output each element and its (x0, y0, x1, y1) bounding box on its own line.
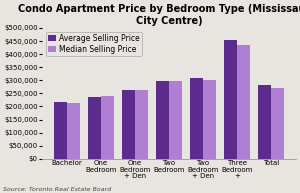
Legend: Average Selling Price, Median Selling Price: Average Selling Price, Median Selling Pr… (46, 32, 142, 56)
Bar (156, 81, 169, 159)
Text: Source: Toronto Real Estate Board: Source: Toronto Real Estate Board (3, 187, 111, 192)
Bar (169, 81, 182, 159)
Bar (135, 90, 148, 159)
Bar (258, 85, 271, 159)
Title: Condo Apartment Price by Bedroom Type (Mississauga
City Centre): Condo Apartment Price by Bedroom Type (M… (19, 4, 300, 26)
Bar (122, 90, 135, 159)
Bar (237, 45, 250, 159)
Bar (224, 40, 237, 159)
Bar (190, 78, 203, 159)
Bar (88, 97, 101, 159)
Bar (54, 102, 67, 159)
Bar (203, 80, 216, 159)
Bar (67, 102, 80, 159)
Bar (101, 96, 114, 159)
Bar (271, 88, 284, 159)
